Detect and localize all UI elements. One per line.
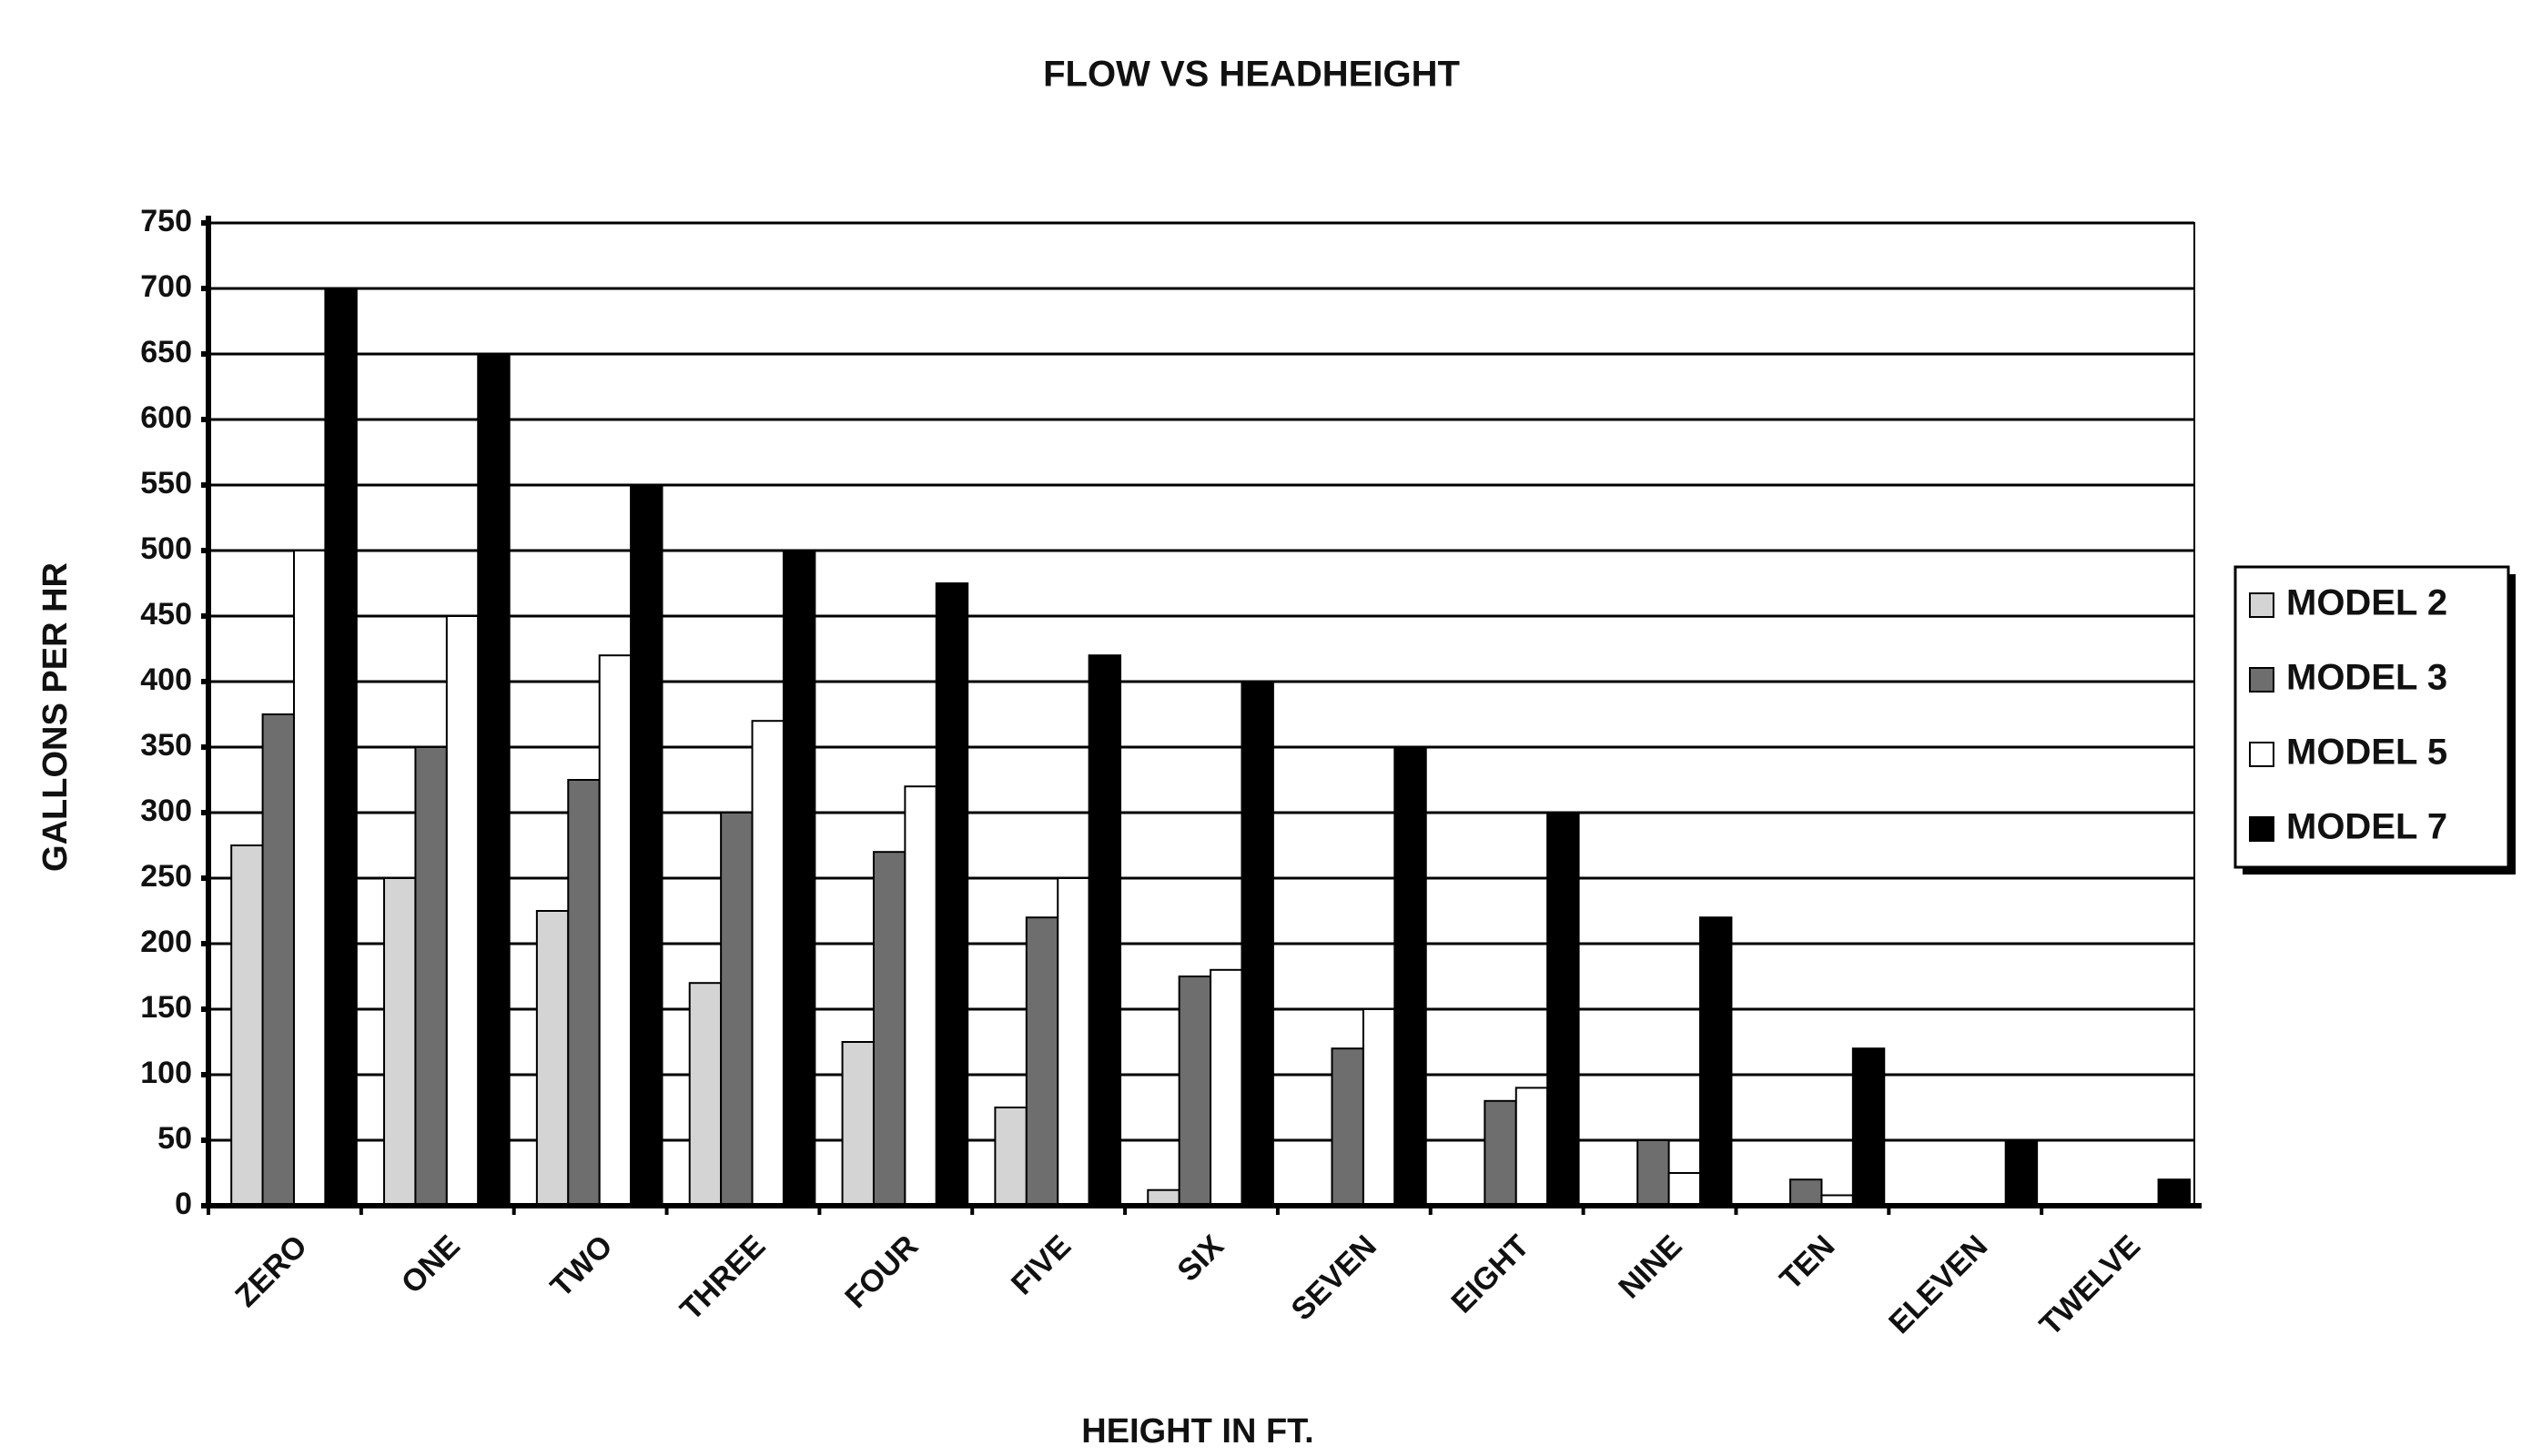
legend-label: MODEL 2 bbox=[2286, 583, 2447, 623]
bar bbox=[1546, 812, 1580, 1207]
bar bbox=[1514, 1087, 1549, 1208]
y-tick-label: 400 bbox=[140, 662, 192, 697]
y-tick-label: 650 bbox=[140, 335, 192, 369]
bar bbox=[230, 844, 264, 1207]
bar bbox=[782, 550, 816, 1207]
bar bbox=[1057, 877, 1090, 1207]
bar bbox=[324, 288, 358, 1207]
bar bbox=[2157, 1178, 2191, 1207]
x-tick-label: ZERO bbox=[228, 1228, 314, 1314]
y-tick-label: 0 bbox=[175, 1187, 192, 1221]
x-tick-label: NINE bbox=[1612, 1228, 1688, 1305]
bar bbox=[1636, 1139, 1670, 1207]
bar bbox=[1362, 1008, 1396, 1207]
bar bbox=[751, 720, 785, 1207]
bar bbox=[2004, 1139, 2039, 1207]
x-tick-label: FOUR bbox=[838, 1228, 925, 1315]
legend-label: MODEL 5 bbox=[2286, 733, 2447, 773]
y-tick-label: 150 bbox=[140, 990, 192, 1025]
bar bbox=[567, 779, 601, 1207]
bar bbox=[383, 877, 417, 1207]
y-tick-label: 100 bbox=[140, 1056, 192, 1090]
y-tick-label: 350 bbox=[140, 728, 192, 763]
legend-label: MODEL 3 bbox=[2286, 658, 2447, 698]
bar bbox=[292, 550, 327, 1207]
y-tick-label: 750 bbox=[140, 204, 192, 238]
bar bbox=[904, 785, 937, 1207]
bar bbox=[935, 582, 969, 1207]
bar bbox=[414, 746, 448, 1207]
y-tick-label: 200 bbox=[140, 925, 192, 959]
bar bbox=[720, 812, 754, 1207]
x-tick-label: TWO bbox=[544, 1228, 620, 1304]
bar bbox=[688, 982, 723, 1207]
bar bbox=[994, 1107, 1028, 1207]
bar bbox=[1851, 1047, 1886, 1207]
y-axis-label: GALLONS PER HR bbox=[36, 562, 75, 872]
bar bbox=[630, 484, 663, 1207]
legend-swatch bbox=[2249, 816, 2274, 842]
legend-label: MODEL 7 bbox=[2286, 807, 2447, 847]
x-tick-label: THREE bbox=[674, 1228, 772, 1327]
bar bbox=[261, 713, 295, 1207]
legend-swatch bbox=[2249, 742, 2274, 767]
bar bbox=[1025, 916, 1059, 1207]
legend bbox=[2233, 565, 2510, 869]
bar bbox=[1331, 1047, 1364, 1207]
y-tick-label: 600 bbox=[140, 400, 192, 435]
bar bbox=[1699, 916, 1733, 1207]
x-tick-label: TEN bbox=[1773, 1228, 1841, 1297]
legend-swatch bbox=[2249, 667, 2274, 693]
y-tick-label: 450 bbox=[140, 597, 192, 632]
y-tick-label: 500 bbox=[140, 531, 192, 566]
legend-swatch bbox=[2249, 592, 2274, 618]
bar bbox=[1393, 746, 1427, 1207]
bar bbox=[1210, 968, 1243, 1208]
y-tick-label: 300 bbox=[140, 794, 192, 828]
bar bbox=[872, 851, 906, 1207]
bar bbox=[1789, 1178, 1823, 1207]
x-axis-label: HEIGHT IN FT. bbox=[1081, 1412, 1313, 1451]
y-tick-label: 550 bbox=[140, 466, 192, 500]
y-tick-label: 700 bbox=[140, 269, 192, 304]
bar bbox=[445, 615, 480, 1207]
bar bbox=[1178, 976, 1212, 1207]
bar bbox=[535, 910, 570, 1207]
x-tick-label: EIGHT bbox=[1444, 1228, 1535, 1320]
y-tick-label: 250 bbox=[140, 859, 192, 894]
chart-title: FLOW VS HEADHEIGHT bbox=[1043, 55, 1460, 95]
bar bbox=[1088, 654, 1122, 1207]
x-tick-label: SIX bbox=[1170, 1228, 1231, 1289]
x-tick-label: TWELVE bbox=[2033, 1228, 2147, 1342]
x-tick-label: ONE bbox=[395, 1228, 467, 1300]
bar bbox=[1241, 681, 1274, 1207]
x-tick-label: FIVE bbox=[1005, 1228, 1078, 1301]
bar bbox=[1667, 1172, 1702, 1207]
bar bbox=[477, 353, 511, 1207]
x-tick-label: SEVEN bbox=[1284, 1228, 1382, 1327]
x-tick-label: ELEVEN bbox=[1882, 1228, 1994, 1340]
bar bbox=[841, 1041, 875, 1207]
bar bbox=[1484, 1099, 1517, 1208]
y-tick-label: 50 bbox=[157, 1121, 192, 1156]
bar bbox=[598, 654, 633, 1207]
